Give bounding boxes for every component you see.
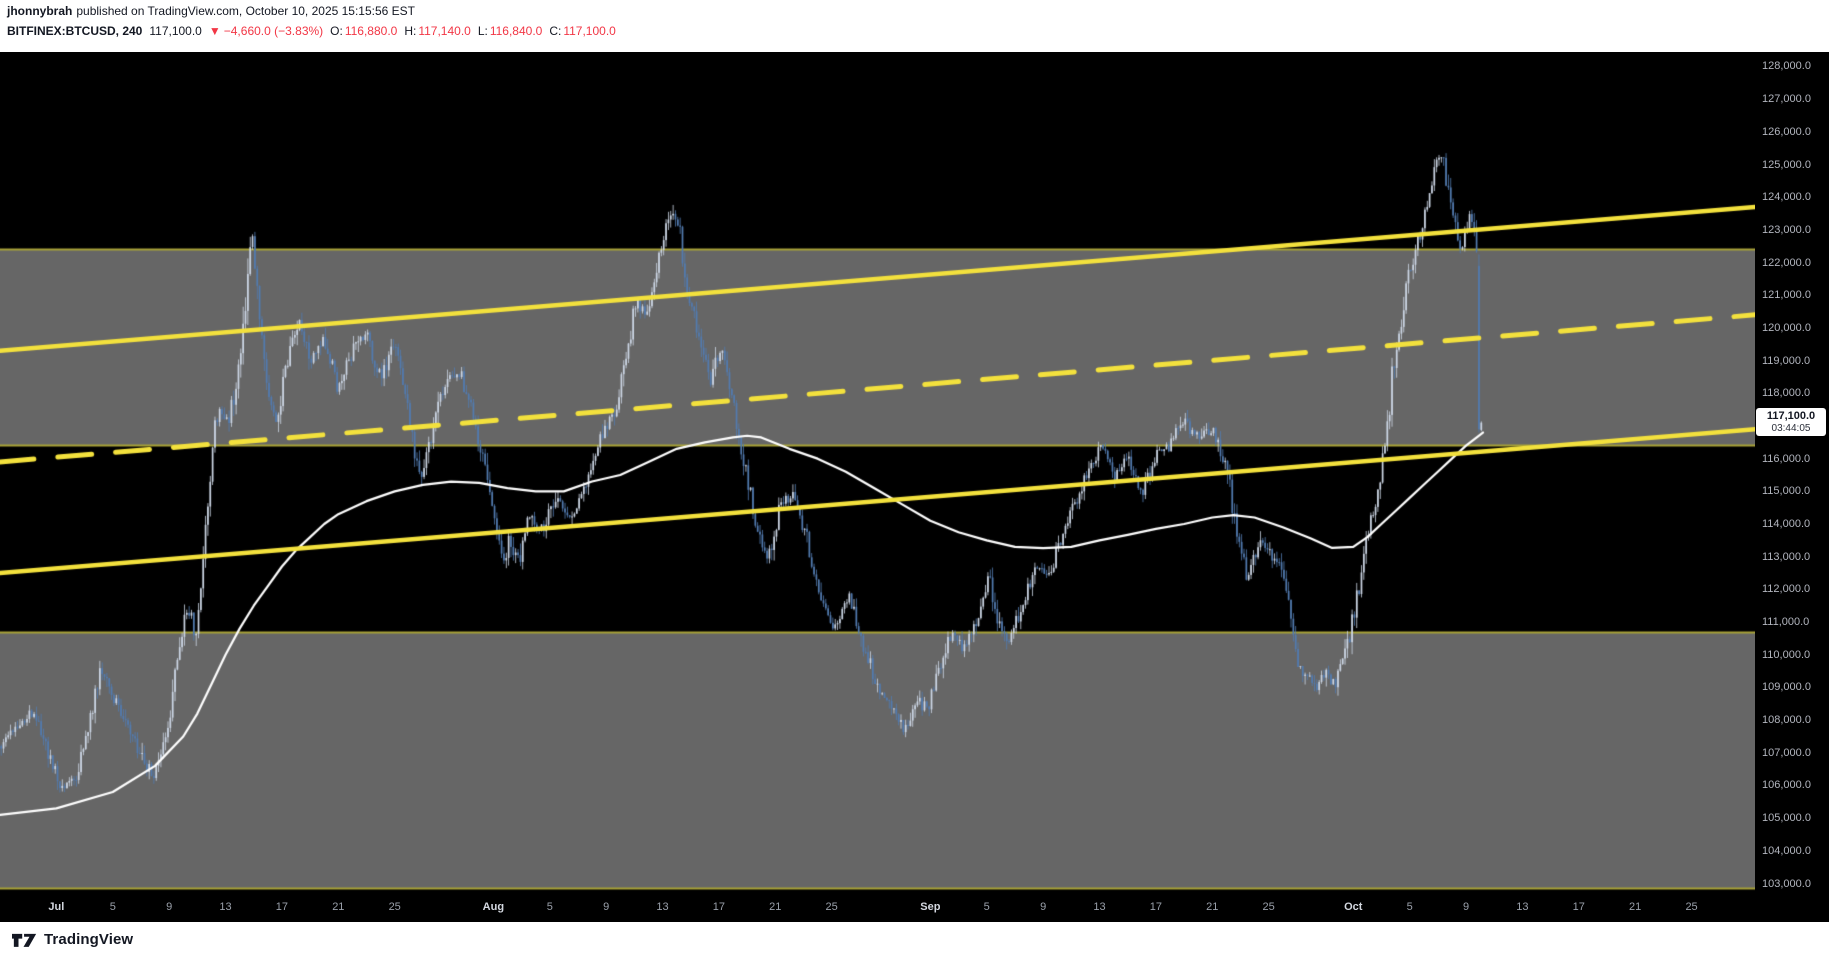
low-value: L: 116,840.0 — [477, 24, 543, 38]
time-tick-label: 9 — [1040, 901, 1047, 913]
time-tick-label: 5 — [1406, 901, 1413, 913]
time-tick-label: Oct — [1344, 901, 1363, 913]
symbol-interval[interactable]: BITFINEX:BTCUSD, 240 — [7, 24, 143, 38]
last-price-tag: 117,100.0 03:44:05 — [1756, 407, 1826, 436]
time-tick-label: 21 — [332, 901, 345, 913]
time-tick-label: 21 — [1206, 901, 1219, 913]
price-tick-label: 124,000.0 — [1762, 191, 1811, 204]
time-tick-label: Sep — [920, 901, 941, 913]
price-tick-label: 111,000.0 — [1762, 616, 1810, 629]
price-tick-label: 106,000.0 — [1762, 779, 1811, 792]
tradingview-wordmark: TradingView — [44, 931, 134, 948]
snapshot-footer: TradingView — [0, 922, 1829, 957]
time-tick-label: 9 — [166, 901, 173, 913]
price-tick-label: 118,000.0 — [1762, 387, 1811, 400]
price-tick-label: 103,000.0 — [1762, 877, 1811, 890]
time-tick-label: 9 — [1462, 901, 1470, 913]
symbol-line: BITFINEX:BTCUSD, 240 117,100.0 ▼ −4,660.… — [7, 24, 616, 38]
price-tick-label: 108,000.0 — [1762, 714, 1811, 727]
time-tick-label: 21 — [1629, 901, 1642, 913]
time-tick-label: 25 — [1262, 901, 1275, 913]
time-tick-label: 17 — [1572, 901, 1585, 913]
price-tick-label: 119,000.0 — [1762, 354, 1811, 367]
snapshot-header: jhonnybrah published on TradingView.com, … — [0, 0, 1829, 52]
close-value: C: 117,100.0 — [549, 24, 616, 38]
time-tick-label: 17 — [712, 901, 726, 913]
price-tick-label: 126,000.0 — [1762, 125, 1811, 138]
price-tick-label: 116,000.0 — [1762, 452, 1811, 465]
time-tick-label: 25 — [825, 901, 838, 913]
time-tick-label: 13 — [219, 901, 232, 913]
price-tick-label: 110,000.0 — [1762, 648, 1811, 661]
time-tick-label: 13 — [1093, 901, 1106, 913]
time-tick-label: 5 — [109, 901, 116, 913]
tradingview-logo-icon — [12, 933, 37, 947]
price-tick-label: 104,000.0 — [1762, 844, 1811, 857]
high-value: H: 117,140.0 — [404, 24, 471, 38]
chart-area: 117,100.0 03:44:05 103,000.0 104,000.0 105… — [0, 52, 1829, 922]
price-axis[interactable]: 117,100.0 03:44:05 103,000.0 104,000.0 105… — [1755, 52, 1829, 922]
price-tick-label: 127,000.0 — [1762, 93, 1811, 106]
price-tick-label: 115,000.0 — [1762, 485, 1811, 498]
price-tick-label: 120,000.0 — [1762, 321, 1811, 334]
author-name: jhonnybrah — [7, 4, 73, 18]
price-tick-label: 109,000.0 — [1762, 681, 1811, 694]
time-tick-label: 5 — [983, 901, 990, 913]
time-tick-label: 13 — [1516, 901, 1529, 913]
published-text: published on TradingView.com, October 10… — [76, 4, 416, 18]
time-tick-label: 17 — [275, 901, 289, 913]
time-tick-label: 17 — [1149, 901, 1163, 913]
tradingview-logo[interactable]: TradingView — [12, 931, 133, 948]
price-tick-label: 125,000.0 — [1762, 158, 1811, 171]
down-arrow-icon: ▼ — [208, 24, 221, 38]
time-tick-label: 5 — [546, 901, 553, 913]
price-tick-label: 107,000.0 — [1762, 746, 1811, 759]
price-tick-label: 105,000.0 — [1762, 812, 1811, 825]
time-tick-label: Jul — [48, 901, 65, 913]
price-change: ▼ −4,660.0 (−3.83%) — [209, 24, 323, 38]
price-tick-label: 114,000.0 — [1762, 518, 1811, 531]
open-value: O: 116,880.0 — [330, 24, 398, 38]
price-tick-label: 128,000.0 — [1762, 60, 1811, 73]
price-tick-label: 122,000.0 — [1762, 256, 1811, 269]
time-tick-label: 13 — [656, 901, 669, 913]
change-value: −4,660.0 (−3.83%) — [223, 24, 324, 38]
bar-countdown: 03:44:05 — [1771, 422, 1811, 434]
time-tick-label: Aug — [482, 901, 505, 913]
time-tick-label: 25 — [388, 901, 401, 913]
price-tick-label: 113,000.0 — [1762, 550, 1811, 563]
price-tick-label: 112,000.0 — [1762, 583, 1811, 596]
published-line: jhonnybrah published on TradingView.com, … — [7, 4, 415, 18]
last-price: 117,100.0 — [149, 24, 202, 38]
price-chart-canvas[interactable] — [0, 52, 1755, 893]
time-tick-label: 21 — [769, 901, 782, 913]
last-price-tag-value: 117,100.0 — [1766, 409, 1816, 422]
time-axis[interactable]: Jul 5 9 13 17 21 25 Aug 5 9 13 17 21 25 Sep 5 9 13 17 21 25 O… — [0, 893, 1755, 922]
price-tick-label: 121,000.0 — [1762, 289, 1811, 302]
price-tick-label: 123,000.0 — [1762, 223, 1811, 236]
time-tick-label: 9 — [603, 901, 610, 913]
time-tick-label: 25 — [1685, 901, 1698, 913]
